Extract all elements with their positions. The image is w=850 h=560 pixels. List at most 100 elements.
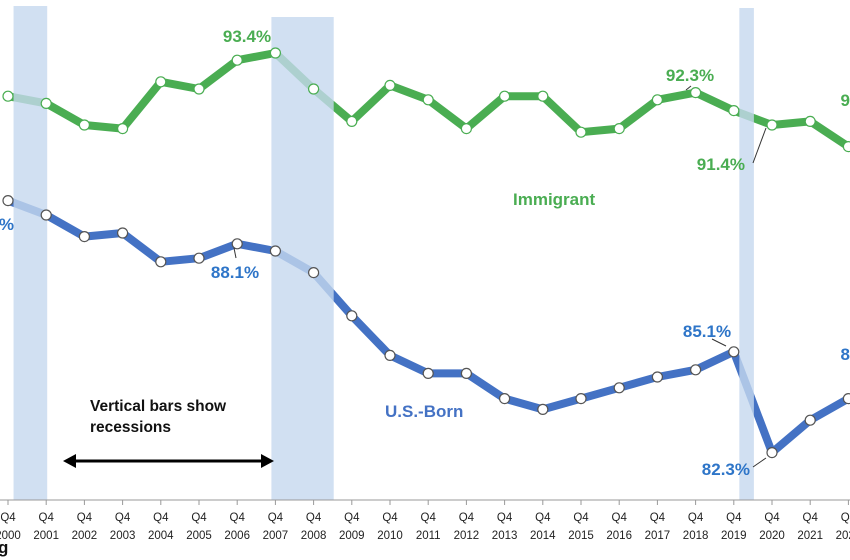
recession-arrow bbox=[63, 454, 274, 468]
data-point bbox=[2, 90, 14, 102]
data-point bbox=[231, 54, 243, 66]
x-tick-label-year: 2020 bbox=[759, 530, 785, 542]
data-point bbox=[728, 104, 740, 117]
x-tick-label-year: 2017 bbox=[645, 530, 671, 542]
data-point bbox=[499, 90, 511, 102]
data-point bbox=[231, 238, 243, 250]
data-point bbox=[308, 83, 320, 95]
x-tick-label-year: 2010 bbox=[377, 530, 403, 542]
data-point bbox=[193, 252, 205, 264]
x-tick-label-year: 2018 bbox=[683, 530, 709, 542]
x-tick-label-year: 2003 bbox=[110, 530, 136, 542]
data-point bbox=[2, 195, 14, 207]
x-tick-label-quarter: Q4 bbox=[497, 512, 513, 524]
data-point bbox=[116, 123, 129, 135]
data-point bbox=[155, 256, 167, 268]
x-tick-label-year: 2000 bbox=[0, 530, 21, 542]
data-point bbox=[269, 47, 281, 59]
data-point bbox=[346, 115, 358, 128]
data-point bbox=[651, 94, 664, 106]
x-tick-label-year: 2004 bbox=[148, 530, 174, 542]
x-tick-label-year: 2016 bbox=[606, 530, 632, 542]
leader-line bbox=[752, 457, 767, 468]
data-point bbox=[689, 364, 702, 376]
series-label-immigrant: Immigrant bbox=[513, 190, 596, 209]
x-tick-label-year: 2013 bbox=[492, 530, 518, 542]
data-point bbox=[78, 119, 91, 131]
x-tick-label-quarter: Q4 bbox=[39, 512, 55, 524]
x-tick-label-quarter: Q4 bbox=[191, 512, 207, 524]
x-tick-label-quarter: Q4 bbox=[421, 512, 437, 524]
x-tick-label-year: 2008 bbox=[301, 530, 327, 542]
data-label: 82.3% bbox=[702, 460, 750, 479]
x-tick-label-quarter: Q4 bbox=[115, 512, 131, 524]
data-point bbox=[575, 126, 587, 138]
x-tick-label-year: 2021 bbox=[797, 530, 823, 542]
data-point bbox=[689, 86, 702, 99]
data-point bbox=[116, 227, 129, 239]
x-tick-label-year: 2002 bbox=[72, 530, 98, 542]
x-tick-label-year: 2006 bbox=[224, 530, 250, 542]
data-point bbox=[384, 349, 396, 361]
x-tick-label-quarter: Q4 bbox=[803, 512, 819, 524]
x-tick-label-quarter: Q4 bbox=[573, 512, 589, 524]
x-tick-label-year: 2015 bbox=[568, 530, 594, 542]
x-tick-label-year: 2009 bbox=[339, 530, 365, 542]
x-tick-label-year: 2014 bbox=[530, 530, 556, 542]
data-point bbox=[842, 141, 850, 153]
x-tick-label-quarter: Q4 bbox=[0, 512, 16, 524]
data-label: 93.4% bbox=[223, 27, 271, 46]
data-point bbox=[613, 123, 625, 135]
footer-fragment: g bbox=[0, 538, 8, 557]
data-point bbox=[384, 79, 396, 92]
x-tick-label-year: 2022 bbox=[836, 530, 850, 542]
data-point bbox=[804, 414, 816, 426]
x-tick-label-year: 2012 bbox=[454, 530, 480, 542]
data-point bbox=[40, 209, 52, 221]
data-point bbox=[804, 115, 816, 128]
leader-line bbox=[752, 127, 767, 164]
data-label: 88.1% bbox=[211, 263, 259, 282]
series-label-us-born: U.S.-Born bbox=[385, 402, 463, 421]
x-tick-label-year: 2019 bbox=[721, 530, 747, 542]
leader-line bbox=[711, 338, 727, 347]
data-point bbox=[537, 403, 549, 415]
data-label: % bbox=[0, 215, 14, 234]
x-tick-label-quarter: Q4 bbox=[612, 512, 628, 524]
x-tick-label-quarter: Q4 bbox=[650, 512, 666, 524]
x-tick-label-year: 2001 bbox=[33, 530, 59, 542]
data-point bbox=[422, 94, 434, 106]
leader-line bbox=[233, 247, 237, 259]
data-point bbox=[499, 393, 511, 405]
x-tick-label-quarter: Q4 bbox=[77, 512, 93, 524]
recession-bar bbox=[13, 6, 48, 500]
leader-line bbox=[685, 85, 692, 91]
x-tick-label-quarter: Q4 bbox=[230, 512, 246, 524]
data-point bbox=[193, 83, 205, 95]
data-point bbox=[842, 393, 850, 405]
data-point bbox=[346, 310, 358, 322]
x-tick-label-quarter: Q4 bbox=[344, 512, 360, 524]
x-tick-label-year: 2005 bbox=[186, 530, 212, 542]
data-point bbox=[78, 231, 91, 243]
recession-bar bbox=[271, 17, 334, 500]
data-point bbox=[269, 245, 281, 257]
data-label: 91.4% bbox=[697, 155, 745, 174]
x-tick-label-quarter: Q4 bbox=[459, 512, 475, 524]
data-label: 9 bbox=[841, 91, 850, 110]
x-tick-label-quarter: Q4 bbox=[306, 512, 322, 524]
data-label: 85.1% bbox=[683, 322, 731, 341]
data-label: 92.3% bbox=[666, 66, 714, 85]
data-point bbox=[460, 123, 472, 135]
data-point bbox=[766, 447, 778, 459]
data-point bbox=[537, 90, 549, 102]
x-tick-label-quarter: Q4 bbox=[726, 512, 742, 524]
x-tick-label-quarter: Q4 bbox=[841, 512, 850, 524]
data-point bbox=[422, 367, 434, 379]
data-point bbox=[308, 267, 320, 279]
data-label: 8 bbox=[841, 345, 850, 364]
x-tick-label-quarter: Q4 bbox=[153, 512, 169, 524]
x-tick-label-quarter: Q4 bbox=[535, 512, 551, 524]
x-tick-label-year: 2011 bbox=[416, 530, 441, 542]
data-point bbox=[766, 119, 778, 131]
